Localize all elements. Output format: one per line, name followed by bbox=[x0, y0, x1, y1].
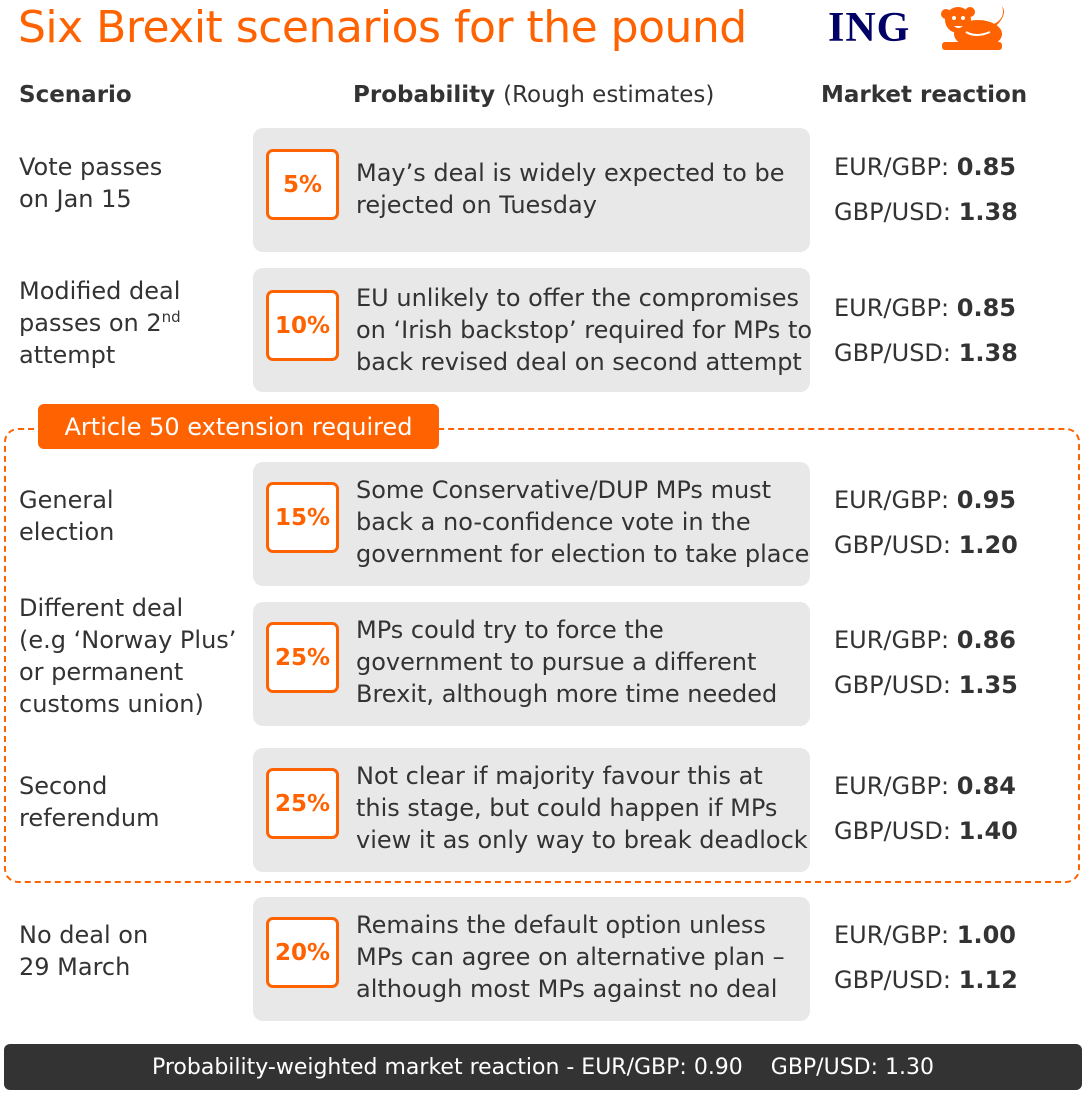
scenario-description: EU unlikely to offer the compromises on … bbox=[356, 284, 813, 376]
market-eurgbp: EUR/GBP: 1.00 bbox=[834, 921, 1016, 949]
weighted-reaction-footer: Probability-weighted market reaction - E… bbox=[4, 1044, 1082, 1090]
scenario-description: Not clear if majority favour this at thi… bbox=[356, 762, 808, 854]
scenario-label: General election bbox=[19, 486, 115, 546]
header-probability-label: Probability bbox=[353, 82, 496, 108]
market-gbpusd: GBP/USD: 1.35 bbox=[834, 671, 1018, 699]
page-title: Six Brexit scenarios for the pound bbox=[18, 2, 747, 53]
scenario-description: Remains the default option unless MPs ca… bbox=[356, 911, 785, 1003]
scenario-label: Vote passes on Jan 15 bbox=[19, 153, 163, 213]
article50-tag: Article 50 extension required bbox=[38, 404, 439, 449]
probability-badge: 25% bbox=[266, 768, 339, 839]
scenario-label: Modified deal passes on 2nd attempt bbox=[19, 277, 181, 369]
scenario-card: 20% Remains the default option unless MP… bbox=[253, 897, 810, 1021]
probability-badge: 5% bbox=[266, 149, 339, 220]
header-market-reaction: Market reaction bbox=[821, 82, 1028, 108]
scenario-description: MPs could try to force the government to… bbox=[356, 616, 778, 708]
market-gbpusd: GBP/USD: 1.38 bbox=[834, 339, 1018, 367]
market-gbpusd: GBP/USD: 1.12 bbox=[834, 966, 1018, 994]
article50-region bbox=[4, 428, 1080, 883]
scenario-description: Some Conservative/DUP MPs must back a no… bbox=[356, 476, 810, 568]
scenario-card: 5% May’s deal is widely expected to be r… bbox=[253, 128, 810, 252]
market-gbpusd: GBP/USD: 1.38 bbox=[834, 198, 1018, 226]
market-eurgbp: EUR/GBP: 0.86 bbox=[834, 626, 1016, 654]
lion-icon bbox=[941, 6, 1004, 50]
scenario-description: May’s deal is widely expected to be reje… bbox=[356, 159, 785, 219]
scenario-card: 15% Some Conservative/DUP MPs must back … bbox=[253, 462, 810, 586]
header-scenario: Scenario bbox=[19, 82, 132, 108]
ing-logo: ING bbox=[826, 4, 1011, 54]
scenario-card: 10% EU unlikely to offer the compromises… bbox=[253, 268, 813, 392]
scenario-card: 25% MPs could try to force the governmen… bbox=[253, 602, 810, 726]
probability-badge: 25% bbox=[266, 622, 339, 693]
ing-wordmark: ING bbox=[828, 5, 911, 51]
scenario-card: 25% Not clear if majority favour this at… bbox=[253, 748, 810, 872]
scenario-label: No deal on 29 March bbox=[19, 921, 149, 981]
market-gbpusd: GBP/USD: 1.40 bbox=[834, 817, 1018, 845]
scenario-label: Second referendum bbox=[19, 772, 160, 832]
probability-badge: 15% bbox=[266, 482, 339, 553]
header-probability: Probability (Rough estimates) bbox=[353, 82, 714, 108]
market-eurgbp: EUR/GBP: 0.85 bbox=[834, 153, 1016, 181]
market-eurgbp: EUR/GBP: 0.95 bbox=[834, 486, 1016, 514]
market-eurgbp: EUR/GBP: 0.85 bbox=[834, 294, 1016, 322]
market-eurgbp: EUR/GBP: 0.84 bbox=[834, 772, 1016, 800]
market-gbpusd: GBP/USD: 1.20 bbox=[834, 531, 1018, 559]
probability-badge: 10% bbox=[266, 290, 339, 361]
scenario-label: Different deal (e.g ‘Norway Plus’ or per… bbox=[19, 594, 237, 718]
probability-badge: 20% bbox=[266, 917, 339, 988]
header-probability-note: (Rough estimates) bbox=[503, 82, 715, 108]
